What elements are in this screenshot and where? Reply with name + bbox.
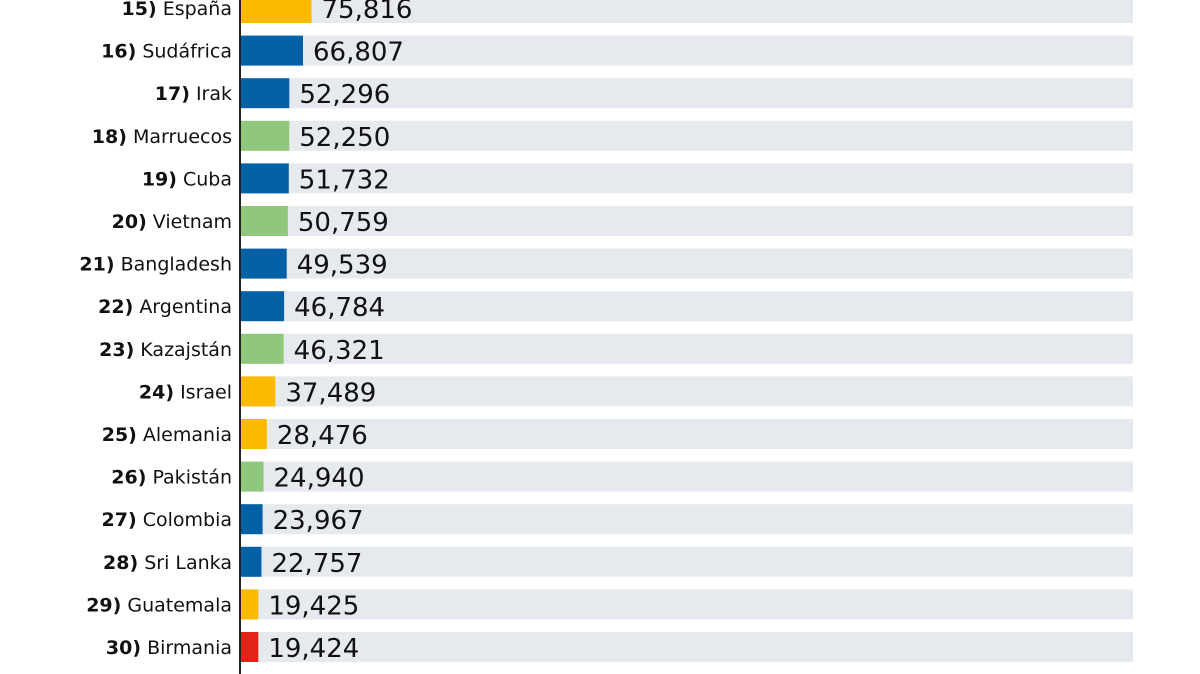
country-name: Colombia <box>143 509 232 531</box>
category-label: 24) Israel <box>139 381 232 403</box>
value-label: 49,539 <box>297 251 388 281</box>
category-label: 23) Kazajstán <box>99 339 232 361</box>
rank-label: 15) <box>122 0 157 20</box>
country-name: Bangladesh <box>121 254 232 276</box>
category-label: 26) Pakistán <box>111 467 232 489</box>
country-name: Vietnam <box>153 211 232 233</box>
category-label: 15) España <box>122 0 232 20</box>
country-name: Kazajstán <box>140 339 232 361</box>
category-label: 21) Bangladesh <box>79 254 232 276</box>
bar-track <box>240 632 1133 662</box>
bar <box>240 333 284 364</box>
value-label: 23,967 <box>273 506 364 536</box>
value-label: 51,732 <box>299 165 390 195</box>
rank-label: 24) <box>139 381 174 403</box>
country-name: Marruecos <box>133 126 232 148</box>
rank-label: 25) <box>102 424 137 446</box>
rank-label: 19) <box>142 168 177 190</box>
bar-track <box>240 589 1133 620</box>
bar <box>240 78 290 109</box>
bar-track <box>240 120 1133 151</box>
category-label: 20) Vietnam <box>112 211 232 233</box>
bar-track <box>240 504 1133 535</box>
category-label: 22) Argentina <box>98 296 232 318</box>
value-label: 66,807 <box>313 38 404 68</box>
bar <box>240 206 288 236</box>
bar <box>240 632 259 662</box>
bar-track <box>240 35 1133 66</box>
category-label: 19) Cuba <box>142 168 232 190</box>
bar <box>240 35 303 66</box>
bar-track <box>240 461 1133 492</box>
country-name: Birmania <box>147 637 232 659</box>
bar-track <box>240 0 1133 23</box>
value-label: 75,816 <box>321 0 412 25</box>
country-name: España <box>163 0 232 20</box>
rank-label: 16) <box>101 41 136 63</box>
country-name: Sri Lanka <box>144 552 232 574</box>
rank-label: 27) <box>102 509 137 531</box>
bar-track <box>240 333 1133 364</box>
value-label: 19,424 <box>268 634 359 664</box>
rank-label: 22) <box>98 296 133 318</box>
bar <box>240 291 285 322</box>
country-name: Israel <box>180 381 232 403</box>
value-label: 19,425 <box>268 591 359 621</box>
rank-label: 20) <box>112 211 147 233</box>
country-name: Alemania <box>143 424 232 446</box>
value-label: 24,940 <box>274 464 365 494</box>
country-name: Argentina <box>139 296 232 318</box>
bar-track <box>240 163 1133 194</box>
value-label: 46,321 <box>294 336 385 366</box>
country-name: Pakistán <box>152 467 232 489</box>
category-label: 28) Sri Lanka <box>103 552 232 574</box>
value-label: 46,784 <box>294 293 385 323</box>
rank-label: 23) <box>99 339 134 361</box>
value-label: 52,250 <box>299 123 390 153</box>
rank-label: 21) <box>79 254 114 276</box>
bar <box>240 163 289 194</box>
rank-label: 30) <box>106 637 141 659</box>
bar-track <box>240 78 1133 109</box>
bar <box>240 419 267 449</box>
value-label: 28,476 <box>277 421 368 451</box>
country-name: Irak <box>196 83 232 105</box>
bar <box>240 0 312 23</box>
value-label: 52,296 <box>299 80 390 110</box>
bar <box>240 120 290 151</box>
bar <box>240 461 264 492</box>
category-label: 18) Marruecos <box>92 126 232 148</box>
category-label: 17) Irak <box>155 83 232 105</box>
bar-track <box>240 376 1133 407</box>
bar-track <box>240 206 1133 236</box>
bar-track <box>240 419 1133 449</box>
rank-label: 26) <box>111 467 146 489</box>
rank-label: 29) <box>86 594 121 616</box>
value-label: 37,489 <box>285 378 376 408</box>
value-label: 22,757 <box>271 549 362 579</box>
bar <box>240 248 287 279</box>
country-name: Guatemala <box>127 594 232 616</box>
country-name: Sudáfrica <box>142 41 232 63</box>
bar <box>240 546 262 577</box>
country-name: Cuba <box>183 168 232 190</box>
rank-label: 17) <box>155 83 190 105</box>
category-label: 30) Birmania <box>106 637 232 659</box>
category-label: 16) Sudáfrica <box>101 41 232 63</box>
category-label: 27) Colombia <box>102 509 232 531</box>
category-label: 25) Alemania <box>102 424 232 446</box>
bar-track <box>240 546 1133 577</box>
bar <box>240 589 259 620</box>
bar <box>240 376 276 407</box>
rank-label: 18) <box>92 126 127 148</box>
bar <box>240 504 263 535</box>
bar-track <box>240 291 1133 322</box>
rank-label: 28) <box>103 552 138 574</box>
value-label: 50,759 <box>298 208 389 238</box>
category-label: 29) Guatemala <box>86 594 232 616</box>
bar-track <box>240 248 1133 279</box>
